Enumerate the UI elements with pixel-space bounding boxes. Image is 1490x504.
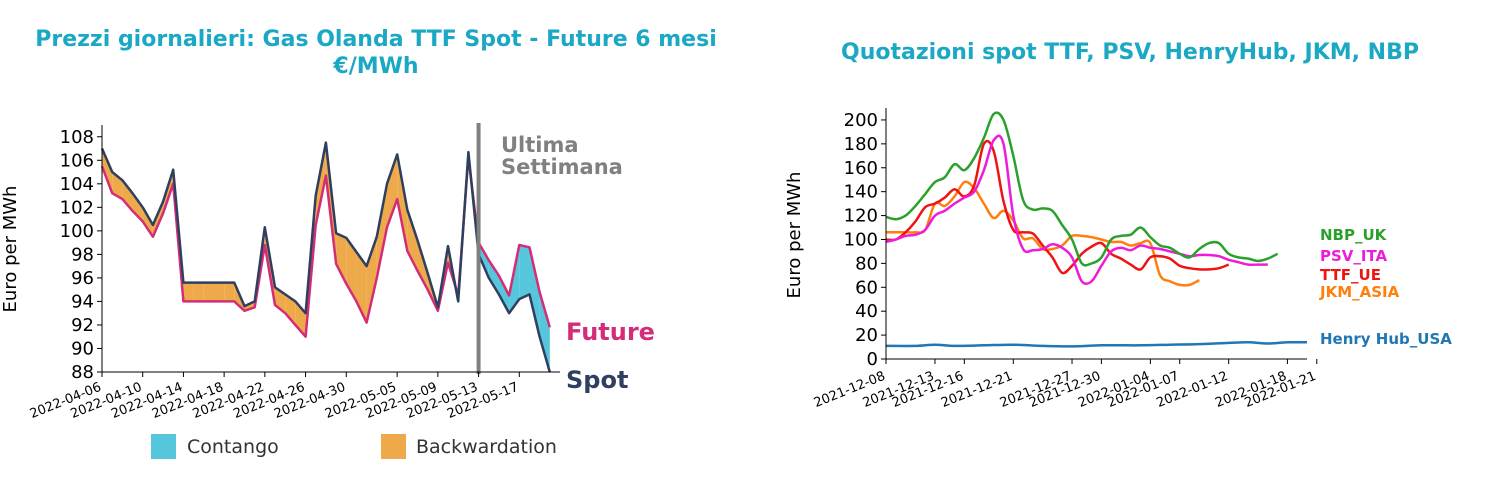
left-y-axis-label: Euro per MWh (0, 186, 21, 313)
series-line-nbp-uk (885, 111, 1279, 267)
left-lines (100, 141, 552, 373)
spread-area-segment (315, 142, 326, 225)
left-y-tick-label: 96 (71, 268, 94, 289)
spread-area-segment (376, 183, 387, 278)
series-line-jkm-asia (885, 180, 1200, 287)
divider-label-line2: Settimana (501, 155, 623, 179)
divider-label-line1: Ultima (501, 133, 579, 157)
spread-area-segment (142, 207, 153, 237)
spot-end-label: Spot (566, 366, 628, 394)
right-y-tick-label: 0 (867, 349, 878, 370)
series-label-jkm-asia: JKM_ASIA (1319, 283, 1400, 301)
left-y-tick-label: 102 (60, 197, 94, 218)
spread-area-segment (203, 282, 214, 302)
left-y-tick-label: 94 (71, 291, 94, 312)
spread-area-segment (519, 244, 530, 300)
left-y-tick-label: 98 (71, 244, 94, 265)
left-y-tick-label: 108 (60, 127, 94, 148)
left-chart-title: Prezzi giornalieri: Gas Olanda TTF Spot … (35, 27, 717, 52)
spread-area-segment (488, 260, 499, 295)
spread-area-segment (336, 233, 347, 284)
spot-line (100, 141, 552, 373)
right-y-tick-label: 160 (844, 158, 878, 179)
series-label-psv-ita: PSV_ITA (1320, 247, 1388, 265)
right-y-tick-label: 140 (844, 182, 878, 203)
left-y-tick-label: 100 (60, 221, 94, 242)
right-y-tick-label: 40 (855, 301, 878, 322)
spread-area-segment (397, 154, 408, 251)
series-label-nbp-uk: NBP_UK (1320, 226, 1388, 244)
spread-area-segment (213, 282, 225, 302)
series-line-henry-hub-usa (885, 340, 1308, 348)
ttf-spot-future-chart: Prezzi giornalieri: Gas Olanda TTF Spot … (0, 27, 717, 459)
spread-area-segment (529, 247, 540, 337)
spread-area-segment (285, 294, 296, 325)
series-line-psv-ita (885, 134, 1268, 286)
series-line-ttf-ue (885, 139, 1230, 275)
spread-area-segment (132, 193, 143, 222)
future-end-label: Future (566, 318, 655, 346)
spread-area-segment (498, 275, 510, 314)
spread-area-segment (183, 282, 194, 302)
spread-area-segment (224, 282, 235, 302)
spread-area-segment (386, 154, 398, 228)
right-y-tick-label: 20 (855, 325, 878, 346)
left-y-tick-label: 88 (71, 362, 94, 383)
left-y-tick-label: 104 (60, 174, 94, 195)
right-y-tick-label: 60 (855, 277, 878, 298)
spread-area-segment (102, 148, 113, 194)
right-y-tick-label: 80 (855, 253, 878, 274)
left-y-tick-label: 92 (71, 315, 94, 336)
legend-backwardation-label: Backwardation (416, 436, 557, 458)
left-y-tick-label: 90 (71, 338, 94, 359)
spot-quotes-chart: Quotazioni spot TTF, PSV, HenryHub, JKM,… (784, 40, 1452, 411)
spread-area-segment (539, 292, 550, 372)
right-axes: 0204060801001201401601802002021-12-08202… (812, 108, 1318, 411)
legend-contango-label: Contango (187, 436, 279, 458)
series-label-henry-hub-usa: Henry Hub_USA (1320, 330, 1452, 348)
left-chart-subtitle: €/MWh (332, 54, 418, 79)
legend-backwardation-swatch (381, 434, 406, 459)
series-label-ttf-ue: TTF_UE (1320, 266, 1381, 284)
spread-area-segment (366, 236, 377, 323)
right-y-tick-label: 120 (844, 206, 878, 227)
spread-area-segment (193, 282, 204, 302)
right-y-tick-label: 180 (844, 134, 878, 155)
spread-area-segment (122, 180, 133, 211)
right-y-tick-label: 200 (844, 110, 878, 131)
legend-contango-swatch (151, 434, 176, 459)
right-y-tick-label: 100 (844, 229, 878, 250)
spread-area-segment (346, 237, 357, 302)
right-y-axis-label: Euro per MWh (784, 172, 805, 299)
right-lines (885, 111, 1308, 348)
left-y-tick-label: 106 (60, 150, 94, 171)
right-chart-title: Quotazioni spot TTF, PSV, HenryHub, JKM,… (841, 40, 1419, 65)
